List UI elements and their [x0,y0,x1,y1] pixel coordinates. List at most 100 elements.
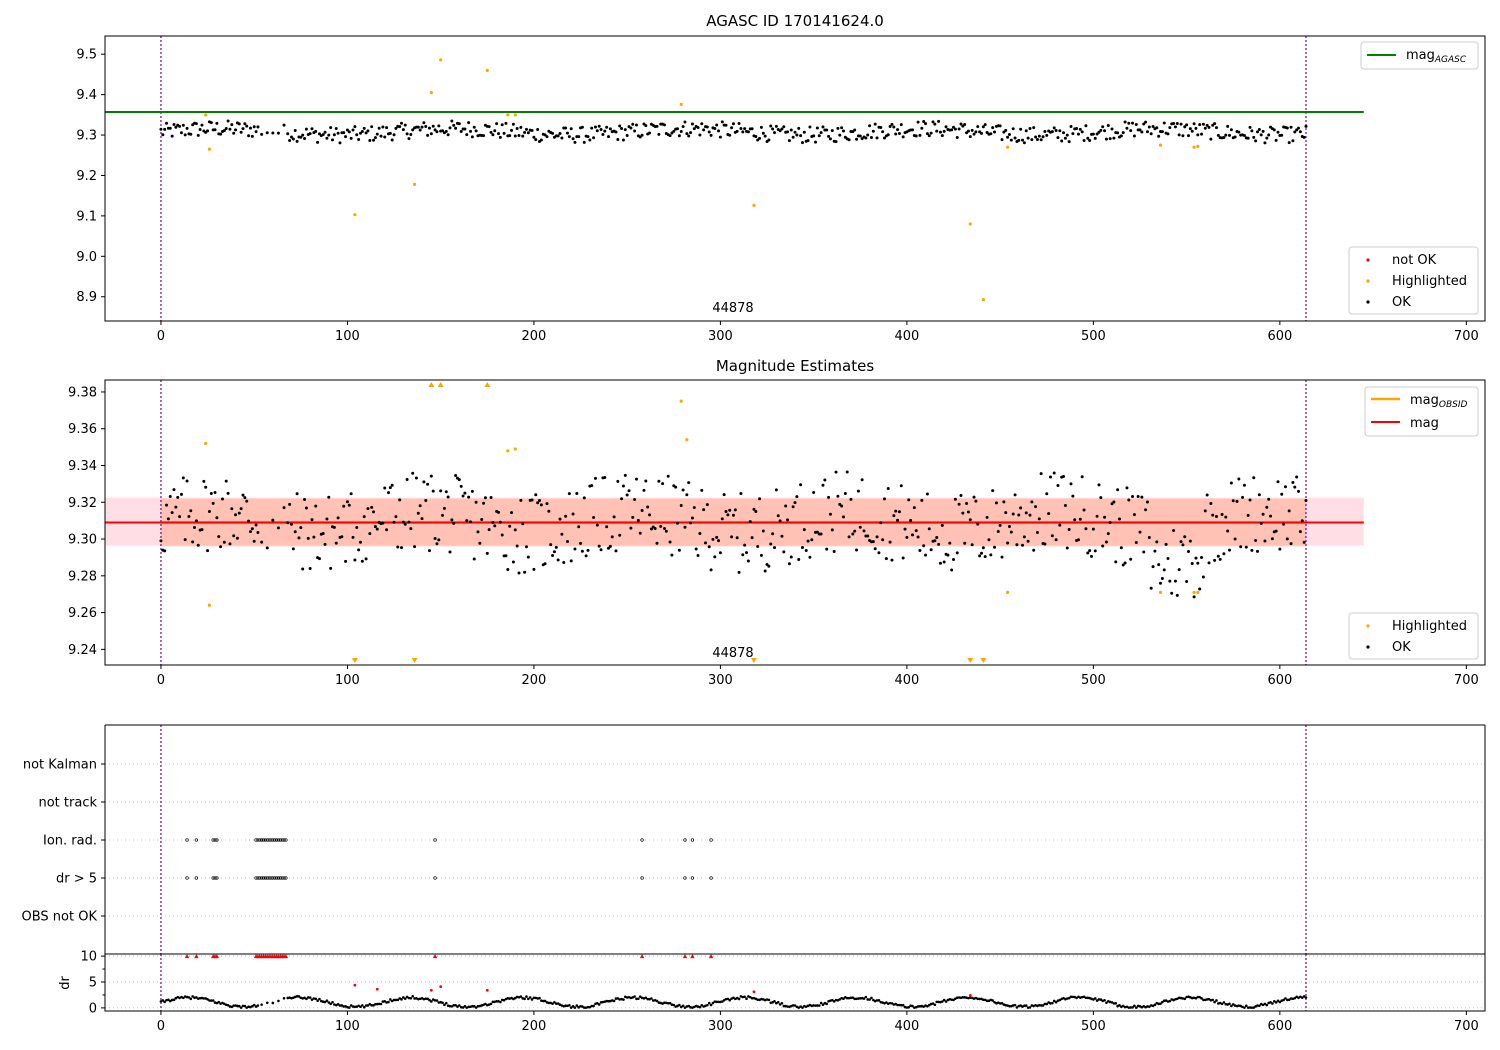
panel4-dr-point [306,996,310,999]
panel2-ytick-label: 9.34 [68,459,97,474]
panel2-ok-point [1300,519,1304,523]
panel1-ok-point [463,127,467,131]
panel2-ok-point [903,527,907,531]
panel4-dr-point [1131,1006,1134,1009]
panel2-ok-point [623,473,627,477]
panel1-ok-point [569,127,573,131]
panel2-legend-ok: OK [1392,640,1411,655]
panel4-dr-point [926,1004,929,1008]
panel4-dr-point [206,997,209,1001]
panel4-dr-point [316,999,319,1002]
panel4-dr-point [241,1004,245,1008]
panel4-dr-point [198,996,202,1000]
panel2-ok-point [422,480,426,484]
panel2-ok-point [834,470,838,474]
panel2-xtick-label: 400 [894,673,919,688]
panel1-ok-point [1121,131,1125,135]
panel1-ok-point [724,123,728,127]
panel2-ok-point [709,568,713,572]
panel3-flag-point [258,838,262,842]
panel4-dr-point [1271,1002,1274,1005]
panel2-ok-point [165,503,169,507]
panel1-ok-point [896,128,900,132]
panel2-ok-point [1237,477,1241,481]
panel2-highlighted-point [1196,590,1200,594]
panel4-dr-point [625,996,629,999]
panel2-ok-point [558,517,562,521]
panel1-ok-point [209,121,213,125]
panel1-ok-point [1069,125,1073,129]
panel2-ok-point [694,547,698,551]
panel4-dr-point [472,1005,476,1008]
panel2-ok-point [689,521,693,525]
panel3-flag-point [284,838,288,842]
panel4-dr-point [728,998,732,1002]
panel2-ok-point [981,546,985,550]
panel3-flag-point [267,838,271,842]
panel1-ok-point [944,125,948,129]
panel2-ok-point [718,551,722,555]
panel2-ytick-label: 9.30 [68,533,97,548]
panel1-title: AGASC ID 170141624.0 [706,12,884,30]
panel1-ok-point [420,125,424,129]
panel1-ok-point [331,138,335,142]
panel2-ok-point [467,495,471,499]
panel1-ok-point [1007,133,1011,137]
panel1-ok-point [254,130,258,134]
panel2-xtick-label: 100 [335,673,360,688]
panel1-ok-point [1108,137,1112,141]
panel1-ok-point [698,133,702,137]
panel4-dr-point [1134,1006,1138,1009]
panel4-dr-point [1244,1004,1248,1008]
panel2-ok-point [1170,591,1174,595]
panel1-xtick-label: 600 [1267,329,1292,344]
panel1-ok-point [780,127,784,131]
panel2-ok-point [979,551,983,555]
panel2-ok-point [569,559,573,563]
panel2-ok-point [950,568,954,572]
panel4-dr-point [1230,1004,1233,1008]
panel1-ok-point [763,134,767,138]
panel4-dr-point [336,1002,340,1006]
panel2-ok-point [463,491,467,495]
panel4-dr-point [1008,1004,1011,1008]
panel1-ok-point [795,133,799,137]
panel4-dr-point [1265,1003,1269,1007]
panel4-dr-point [217,1000,221,1004]
panel4-dr-point [1220,1002,1224,1006]
panel4-dr-point [622,998,625,1001]
panel2-ok-point [472,557,476,561]
panel2-ok-point [791,505,795,509]
panel2-ok-point [433,537,437,541]
panel3-flag-point [258,876,262,880]
panel2-ok-point [823,478,827,482]
panel3-flag-point [211,838,215,842]
panel4-dr-point [596,1002,599,1005]
panel1-ok-point [963,122,967,126]
panel2-ok-point [1293,485,1297,489]
panel1-ok-point [1000,138,1004,142]
panel1-ok-point [459,130,463,134]
panel4-ytick-label: 0 [89,1001,97,1016]
panel1-ok-point [379,134,383,138]
panel2-ok-point [910,533,914,537]
panel1-ok-point [769,124,773,128]
panel2-ok-point [560,532,564,536]
panel2-ok-point [1127,498,1131,502]
panel2-ok-point [1134,541,1138,545]
panel1-ok-point [866,133,870,137]
panel4-dr-point [370,1003,373,1007]
panel2-ok-point [804,549,808,553]
panel3-flag-point [433,876,437,880]
panel1-ok-point [580,125,584,129]
panel2-ok-point [1270,537,1274,541]
panel2-ok-point [321,531,325,535]
panel1-ok-point [1155,126,1159,130]
panel4-dr-point [1075,996,1078,1000]
panel1-ok-point [815,126,819,130]
panel2-ok-point [912,506,916,510]
panel2-ok-point [202,479,206,483]
panel4-clipped-marker [708,954,714,959]
panel1-ok-point [1043,129,1047,133]
panel1-ok-point [599,127,603,131]
